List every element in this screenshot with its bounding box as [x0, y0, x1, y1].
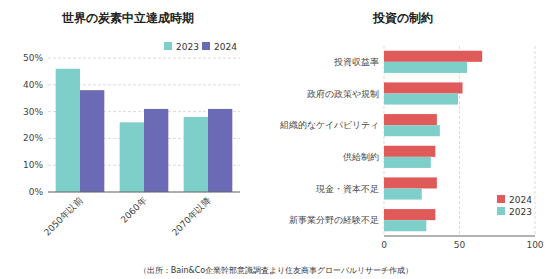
bar [384, 209, 435, 220]
x-tick-label: 2070年以降 [170, 195, 212, 237]
legend-label: 2023 [509, 207, 532, 217]
x-tick-label: 0 [381, 240, 387, 250]
y-tick-label: 20% [23, 133, 43, 143]
legend-swatch [164, 42, 172, 50]
x-tick-label: 100 [526, 240, 543, 250]
y-tick-label: 新事業分野の経験不足 [289, 215, 379, 225]
bar [384, 51, 482, 62]
legend-swatch [202, 42, 210, 50]
bar [384, 62, 467, 73]
y-tick-label: 現金・資本不足 [316, 184, 379, 194]
bar [80, 90, 104, 192]
y-tick-label: 30% [23, 107, 43, 117]
legend: 2024 2023 [497, 195, 532, 217]
bar [384, 157, 431, 168]
bar [56, 69, 80, 192]
bar [384, 220, 426, 231]
legend-swatch [497, 195, 505, 203]
grid-line [535, 46, 536, 236]
bar [384, 82, 463, 93]
bar [120, 122, 144, 192]
x-tick-label: 2060年 [119, 195, 149, 225]
grid-line [384, 46, 385, 236]
grid-line [459, 46, 460, 236]
x-axis: 0 50 100 [381, 46, 544, 250]
background [0, 0, 552, 279]
bars [384, 51, 482, 232]
y-tick-label: 40% [23, 80, 43, 90]
bar [384, 114, 437, 125]
chart: 世界の炭素中立達成時期 0% 10% 20% 30% 40% 50% 2050年以前 2060年… [23, 11, 240, 238]
bar [384, 125, 440, 136]
grid-line [48, 192, 240, 193]
y-tick-label: 供給制約 [343, 152, 379, 162]
y-axis: 新事業分野の経験不足 現金・資本不足 供給制約 組織的なケイパビリティ 政府の政策や規制… [279, 57, 379, 225]
y-tick-label: 0% [29, 187, 44, 197]
chart-title: 投資の制約 [372, 11, 433, 25]
x-axis-line [384, 236, 535, 237]
y-tick-label: 50% [23, 53, 43, 63]
y-tick-label: 組織的なケイパビリティ [279, 120, 379, 130]
legend-label: 2023 [176, 42, 199, 52]
grid-line [48, 58, 240, 59]
bars [56, 69, 233, 192]
x-tick-label: 2050年以前 [42, 195, 84, 237]
bar [144, 109, 168, 192]
y-tick-label: 10% [23, 160, 43, 170]
x-axis: 2050年以前 2060年 2070年以降 [42, 192, 240, 238]
bar [184, 117, 208, 192]
bar [208, 109, 232, 192]
y-tick-label: 政府の政策や規制 [307, 89, 379, 99]
figure: 世界の炭素中立達成時期 0% 10% 20% 30% 40% 50% 2050年以前 2060年… [0, 0, 552, 279]
bar [384, 146, 435, 157]
bar [384, 177, 437, 188]
legend-label: 2024 [214, 42, 237, 52]
chart-title: 世界の炭素中立達成時期 [61, 11, 194, 25]
caption: （出所：Bain&Co企業幹部意識調査より住友商事グローバルリサーチ作成） [139, 266, 413, 275]
legend: 2023 2024 [164, 42, 237, 52]
legend-swatch [497, 207, 505, 215]
x-axis-line [48, 192, 240, 193]
chart: 投資の制約 0 50 100 新事業分野の経験不足 現金・資本不足 供給制約 組織的なケイパビ… [279, 11, 544, 250]
y-axis: 0% 10% 20% 30% 40% 50% [23, 53, 240, 197]
x-tick-label: 50 [454, 240, 466, 250]
legend-label: 2024 [509, 195, 532, 205]
bar [384, 189, 422, 200]
y-tick-label: 投資収益率 [333, 57, 379, 67]
bar [384, 94, 458, 105]
